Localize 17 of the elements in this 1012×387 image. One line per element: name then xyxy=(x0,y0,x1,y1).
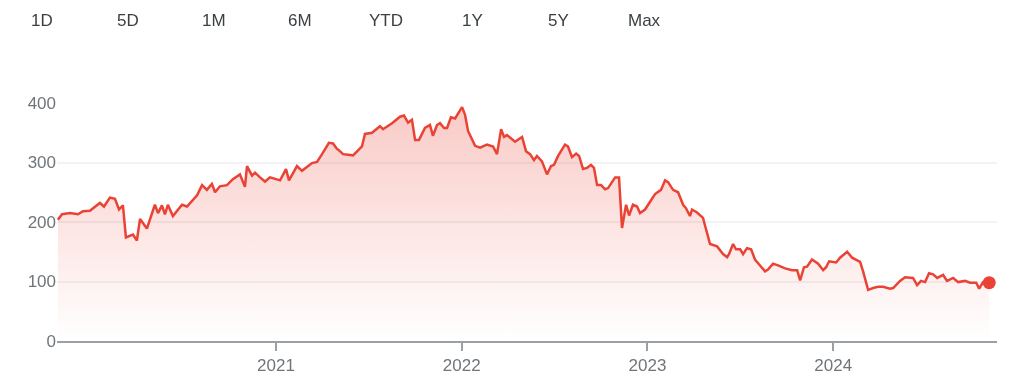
text: 5Y xyxy=(548,11,569,30)
text: 1D xyxy=(31,11,53,30)
text: 1M xyxy=(202,11,226,30)
text: 6M xyxy=(288,11,312,30)
x-tick-label: 2022 xyxy=(442,356,481,376)
y-tick-label: 400 xyxy=(27,93,56,113)
text: 1Y xyxy=(462,11,483,30)
x-tick-label: 2023 xyxy=(628,356,667,376)
text: YTD xyxy=(369,11,403,30)
y-tick-label: 100 xyxy=(27,272,56,292)
x-tick-label: 2021 xyxy=(257,356,295,376)
x-tick-label: 2024 xyxy=(814,356,853,376)
y-tick-label: 300 xyxy=(27,153,56,173)
y-tick-label: 0 xyxy=(46,331,56,351)
text: 5D xyxy=(117,11,139,30)
text: Max xyxy=(628,11,661,30)
y-tick-label: 200 xyxy=(27,212,56,232)
